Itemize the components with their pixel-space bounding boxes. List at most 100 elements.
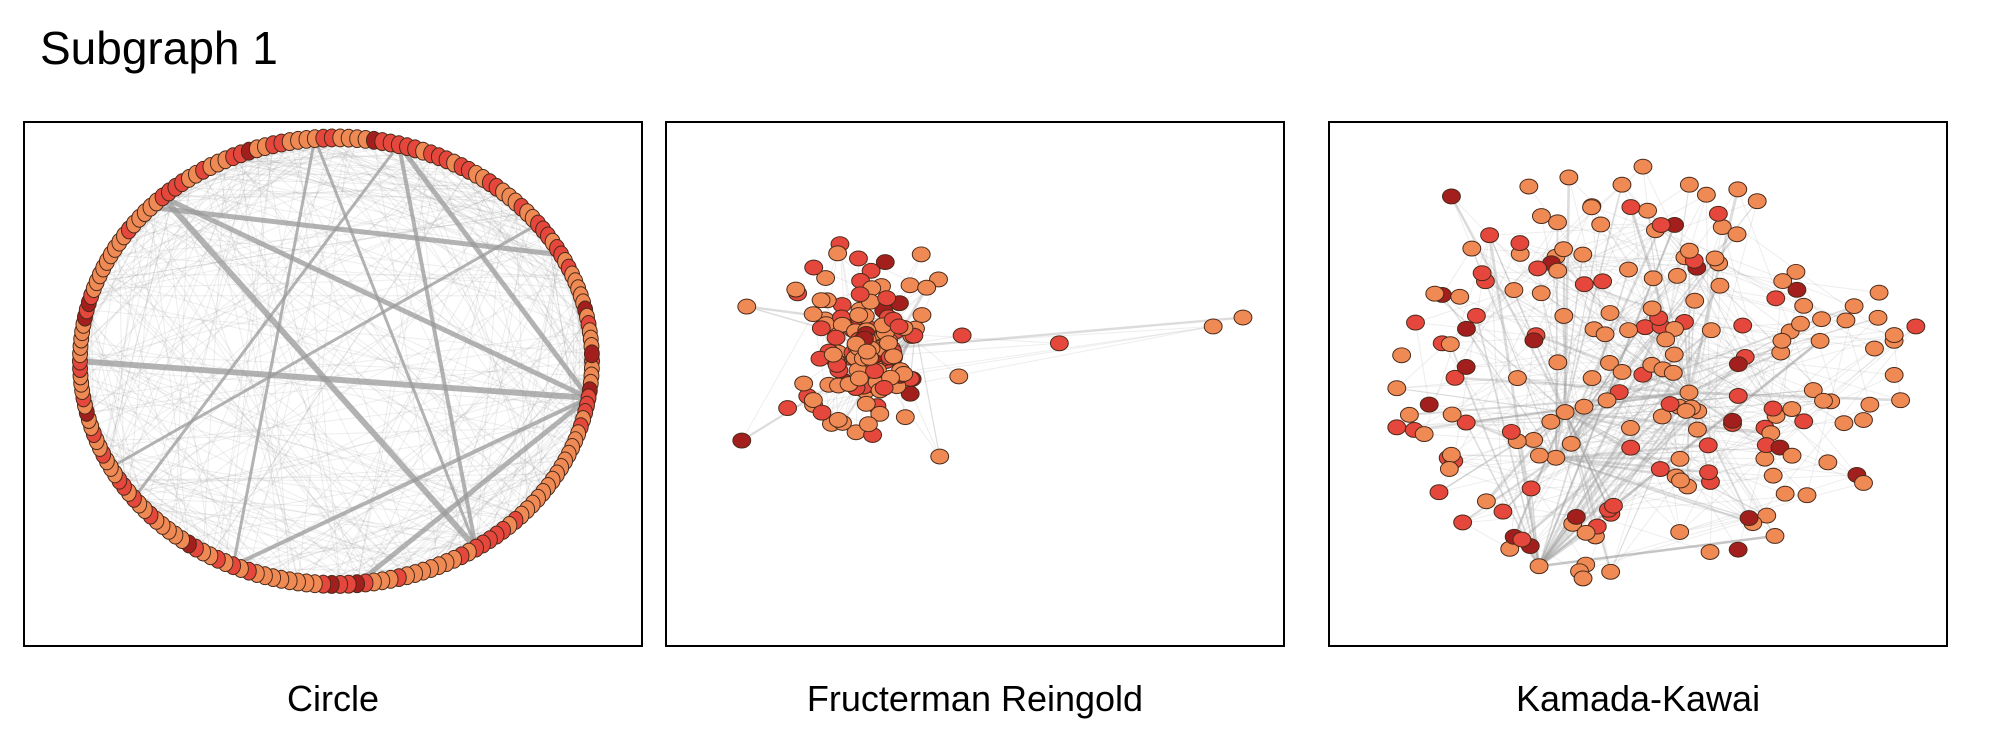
graph-edge [515, 248, 558, 521]
graph-edge [155, 146, 266, 521]
graph-node [849, 307, 869, 323]
graph-node [859, 416, 878, 433]
graph-edge [91, 295, 588, 406]
graph-edge [156, 201, 591, 384]
graph-node [1772, 332, 1792, 349]
graph-node [1733, 317, 1753, 334]
graph-node [1439, 461, 1459, 477]
graph-node [1679, 242, 1699, 259]
graph-edge [1673, 372, 1774, 410]
graph-edge [1466, 338, 1666, 368]
graph-node [1701, 322, 1721, 339]
graph-edge [96, 440, 299, 583]
graph-edge [225, 153, 432, 161]
graph-edge [1451, 267, 1698, 456]
graph-edge [168, 151, 250, 531]
graph-edge [225, 159, 584, 420]
graph-node [1582, 370, 1602, 387]
graph-edge [132, 143, 401, 500]
graph-edge [256, 466, 562, 575]
graph-node [1619, 322, 1638, 339]
graph-edge [1466, 328, 1535, 441]
graph-node [1727, 226, 1747, 243]
graph-edge [1537, 267, 1774, 410]
graph-edge [1450, 195, 1567, 413]
graph-edge [1530, 488, 1540, 567]
graph-edge [150, 207, 190, 545]
graph-node [803, 392, 823, 409]
graph-edge [475, 173, 592, 340]
graph-edge [102, 267, 477, 549]
graph-node [823, 346, 843, 363]
graph-edge [422, 150, 589, 325]
graph-edge [110, 159, 447, 468]
graph-edge [1537, 222, 1558, 269]
graph-edge [144, 375, 592, 511]
graph-node [1884, 327, 1904, 344]
graph-edge [331, 137, 558, 475]
graph-node [1633, 158, 1653, 175]
graph-node [812, 404, 832, 421]
graph-edge [1434, 293, 1566, 413]
graph-edge [1513, 308, 1653, 538]
graph-node [1803, 382, 1823, 399]
graph-node [1621, 199, 1641, 216]
graph-edge [217, 162, 510, 198]
graph-edge [297, 139, 516, 203]
graph-edge [102, 207, 151, 455]
graph-edge [1517, 377, 1777, 417]
graph-node [1456, 359, 1476, 375]
graph-edge [79, 191, 504, 370]
graph-edge [1537, 268, 1577, 517]
graph-edge [1555, 329, 1713, 459]
graph-edge [1679, 474, 1858, 533]
graph-edge [225, 159, 497, 188]
graph-node [804, 259, 824, 276]
graph-node [1660, 396, 1680, 413]
graph-edge [1571, 419, 1864, 445]
graph-node [1450, 288, 1470, 305]
graph-node [1812, 311, 1831, 328]
graph-edge [1555, 456, 1709, 474]
graph-edge [150, 204, 562, 258]
graph-edge [1570, 194, 1707, 445]
graph-edge [1564, 411, 1612, 515]
graph-edge [313, 138, 478, 549]
graph-node [875, 254, 895, 271]
graph-edge [225, 529, 504, 564]
graph-edge [406, 146, 592, 377]
graph-edge [297, 139, 528, 214]
graph-edge [232, 153, 432, 566]
graph-node [1638, 202, 1658, 219]
graph-edge [175, 144, 399, 188]
graph-edge [133, 497, 522, 516]
graph-node [1642, 300, 1662, 317]
graph-edge [119, 473, 558, 481]
graph-node [1597, 392, 1617, 409]
graph-node [1763, 467, 1783, 484]
graph-edge [240, 153, 539, 225]
graph-edge [99, 274, 584, 421]
graph-edge [1718, 213, 1895, 342]
graph-edge [1721, 226, 1774, 409]
graph-edge [373, 440, 576, 583]
graph-node [1576, 524, 1596, 541]
graph-edge [168, 191, 416, 574]
graph-node [1419, 396, 1439, 413]
graph-edge [123, 485, 290, 582]
graph-node [911, 246, 931, 263]
graph-edge [80, 138, 316, 384]
graph-edge [174, 137, 341, 536]
graph-edge [1481, 272, 1776, 537]
graph-edge [240, 153, 573, 276]
graph-edge [356, 153, 432, 584]
graph-edge [297, 140, 341, 585]
graph-edge [1610, 340, 1783, 573]
graph-edge [422, 397, 589, 572]
graph-edge [1576, 331, 1791, 518]
graph-node [1834, 415, 1854, 432]
graph-edge [114, 139, 375, 249]
graph-node [1670, 450, 1690, 467]
graph-edge [114, 248, 190, 545]
graph-node [1524, 432, 1544, 448]
